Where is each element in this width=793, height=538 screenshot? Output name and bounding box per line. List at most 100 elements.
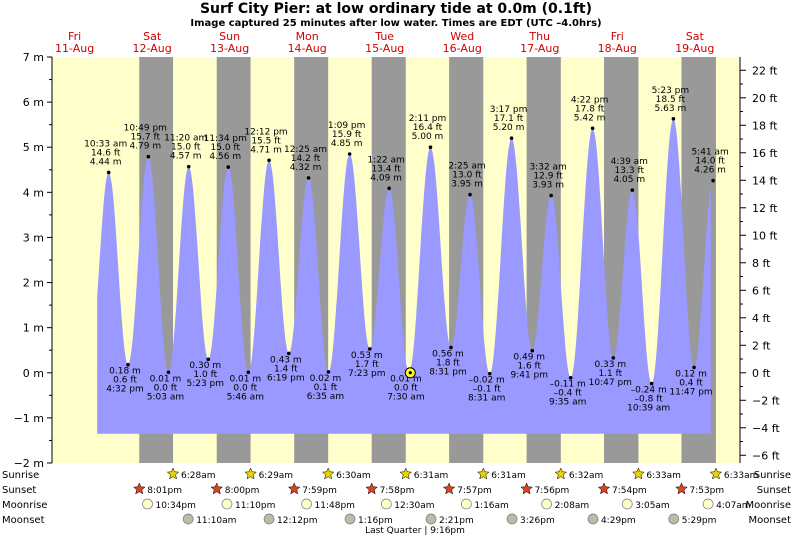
day-name-label: Thu: [528, 30, 550, 43]
sun-moon-rows: Sunrise Sunrise Sunset Sunset Moonrise Moonri…: [2, 467, 791, 536]
sunrise-star-icon: [709, 467, 723, 480]
low-tide-label: 1.8 ft: [436, 359, 460, 369]
high-tide-label: 13.3 ft: [615, 166, 645, 176]
left-tick-label: −1 m: [14, 412, 44, 425]
low-tide-label: –0.24 m: [631, 386, 667, 396]
moonset-time: 5:29pm: [682, 516, 717, 526]
high-tide-marker: [347, 152, 352, 156]
moonset-time: 2:21pm: [439, 516, 474, 526]
high-tide-label: 13.0 ft: [452, 171, 482, 181]
moonrise-moon-icon: [301, 498, 312, 510]
low-tide-marker: [649, 381, 654, 386]
left-tick-label: 6 m: [23, 96, 44, 109]
high-tide-label: 11:20 am: [164, 134, 207, 144]
low-tide-label: 5:23 pm: [186, 379, 224, 389]
sunset-time: 7:58pm: [380, 486, 415, 496]
right-tick-label: 16 ft: [752, 147, 778, 160]
moonrise-time: 2:08am: [555, 501, 590, 511]
high-tide-label: 4.79 m: [129, 142, 161, 152]
right-tick-label: −2 ft: [752, 394, 780, 407]
sunrise-time: 6:33am: [646, 471, 681, 481]
high-tide-label: 4.44 m: [90, 157, 122, 167]
moonrise-moon-icon: [142, 498, 153, 510]
high-tide-label: 15.9 ft: [332, 130, 362, 140]
sunrise-star-icon: [166, 467, 180, 480]
sunset-star-icon: [520, 482, 533, 495]
moonrise-time: 11:10pm: [235, 501, 275, 511]
moonset-time: 3:26pm: [520, 516, 555, 526]
day-name-label: Sun: [219, 30, 240, 43]
low-tide-label: 1.1 ft: [598, 369, 622, 379]
chart-title: Surf City Pier: at low ordinary tide at …: [200, 1, 592, 17]
day-name-label: Wed: [450, 30, 474, 43]
right-tick-label: −6 ft: [752, 449, 780, 462]
right-tick-label: 12 ft: [752, 202, 778, 215]
low-tide-label: 0.0 ft: [233, 383, 257, 393]
low-tide-label: 6:35 am: [307, 392, 344, 402]
high-tide-label: 16.4 ft: [413, 123, 443, 133]
left-tick-label: 7 m: [23, 51, 44, 64]
day-date-label: 16-Aug: [443, 42, 482, 55]
high-tide-marker: [146, 154, 151, 159]
low-tide-marker: [611, 356, 616, 360]
high-tide-label: 5:23 pm: [652, 86, 690, 96]
high-tide-label: 5.20 m: [493, 123, 525, 133]
moonrise-moon-icon: [541, 498, 552, 510]
low-tide-marker: [126, 362, 130, 367]
low-tide-label: 0.12 m: [675, 369, 707, 379]
right-tick-label: 14 ft: [752, 174, 778, 187]
low-tide-label: 8:31 am: [468, 394, 505, 404]
high-tide-label: 10:33 am: [84, 139, 127, 149]
low-tide-label: 0.49 m: [513, 353, 545, 363]
moonrise-time: 11:48pm: [315, 501, 355, 511]
high-tide-marker: [590, 126, 595, 131]
high-tide-marker: [226, 165, 231, 169]
high-tide-label: 4.85 m: [331, 139, 363, 149]
moonset-moon-icon: [506, 513, 518, 525]
low-tide-label: 9:35 am: [549, 398, 586, 408]
day-name-label: Mon: [296, 30, 319, 43]
low-tide-label: 0.56 m: [432, 350, 464, 360]
low-tide-marker: [287, 351, 291, 356]
day-date-label: 13-Aug: [210, 42, 249, 55]
high-tide-marker: [267, 158, 271, 163]
right-tick-label: 8 ft: [752, 257, 771, 270]
day-labels: Fri11-AugSat12-AugSun13-AugMon14-AugTue1…: [55, 30, 714, 55]
moonrise-moon-icon: [702, 498, 714, 510]
high-tide-label: 4.05 m: [613, 175, 645, 185]
high-tide-label: 1:22 am: [367, 155, 404, 165]
low-tide-marker: [530, 348, 535, 353]
high-tide-label: 14.0 ft: [695, 157, 725, 167]
sunset-star-icon: [132, 482, 146, 495]
low-tide-label: 0.6 ft: [113, 376, 137, 386]
chart-subtitle: Image captured 25 minutes after low wate…: [190, 18, 601, 29]
low-tide-label: –0.4 ft: [554, 389, 583, 399]
high-tide-label: 4.71 m: [250, 145, 282, 155]
low-tide-label: 0.53 m: [351, 351, 383, 361]
day-date-label: 19-Aug: [675, 42, 714, 55]
sunset-time: 7:54pm: [612, 486, 647, 496]
low-tide-label: –0.8 ft: [635, 395, 664, 405]
day-date-label: 12-Aug: [133, 42, 172, 55]
sunrise-row-label-left: Sunrise: [2, 470, 39, 481]
sunset-row-label-left: Sunset: [2, 485, 36, 496]
day-name-label: Tue: [374, 30, 394, 43]
tide-area: [97, 119, 711, 434]
sunset-time: 8:01pm: [147, 486, 182, 496]
high-tide-label: 4.56 m: [209, 152, 241, 162]
moonset-row-label-left: Moonset: [2, 515, 45, 526]
moonrise-time: 12:30am: [394, 501, 434, 511]
low-tide-label: 0.1 ft: [314, 383, 338, 393]
low-tide-label: 6:19 pm: [267, 373, 305, 383]
low-tide-label: –0.11 m: [550, 380, 586, 390]
right-tick-label: 20 ft: [752, 92, 778, 105]
high-tide-label: 4:39 am: [611, 157, 648, 167]
high-tide-label: 5:41 am: [691, 148, 728, 158]
moonrise-moon-icon: [380, 498, 392, 510]
high-tide-marker: [306, 176, 311, 180]
low-tide-marker: [326, 370, 331, 374]
low-tide-label: 0.4 ft: [679, 378, 703, 388]
right-tick-label: 18 ft: [752, 119, 778, 132]
high-tide-label: 17.8 ft: [575, 104, 605, 114]
